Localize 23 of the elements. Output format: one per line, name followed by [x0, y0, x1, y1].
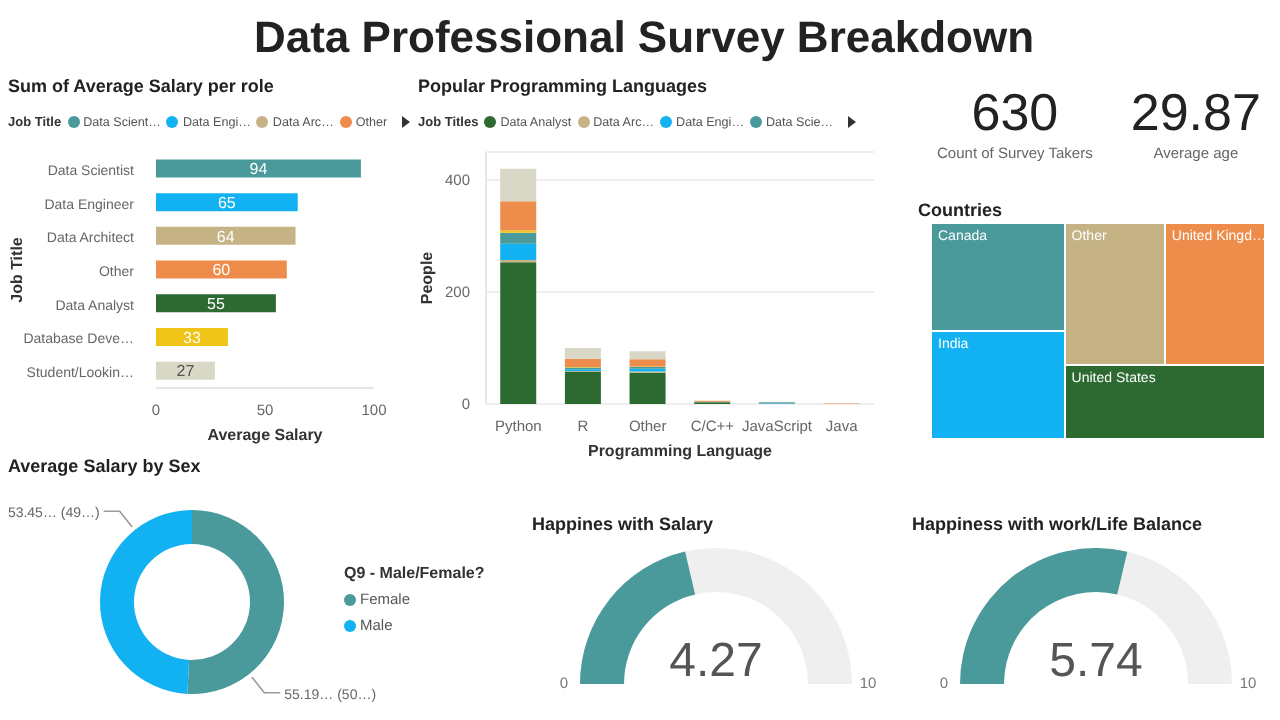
data-label: 55 [207, 294, 226, 313]
text: Happines with Salary [532, 512, 716, 538]
text: Countries [918, 198, 1005, 224]
data-label: 65 [217, 193, 237, 212]
chart-title: Popular Programming Languages [418, 74, 710, 100]
text: Happiness with work/Life Balance [912, 512, 1205, 538]
text: 630 [969, 80, 1061, 144]
data-label: 94 [249, 160, 269, 179]
chart-title: Average Salary by Sex [8, 454, 203, 480]
data-label: 4.27 [669, 634, 763, 688]
data-label: 33 [183, 328, 202, 347]
chart-title: Sum of Average Salary per role [8, 74, 276, 100]
data-label: 60 [212, 261, 232, 280]
legend-title: Q9 - Male/Female? [344, 564, 485, 582]
data-label: 64 [216, 227, 236, 246]
y-axis-title: Job Title [7, 236, 26, 303]
text: 29.87 [1130, 80, 1261, 144]
text: Data Professional Survey Breakdown [251, 10, 1037, 66]
data-label: 5.74 [1049, 634, 1143, 688]
x-axis-title: Programming Language [587, 442, 774, 460]
y-axis-title: People [417, 250, 436, 305]
x-axis-title: Average Salary [207, 426, 324, 444]
data-label: 27 [176, 362, 196, 381]
